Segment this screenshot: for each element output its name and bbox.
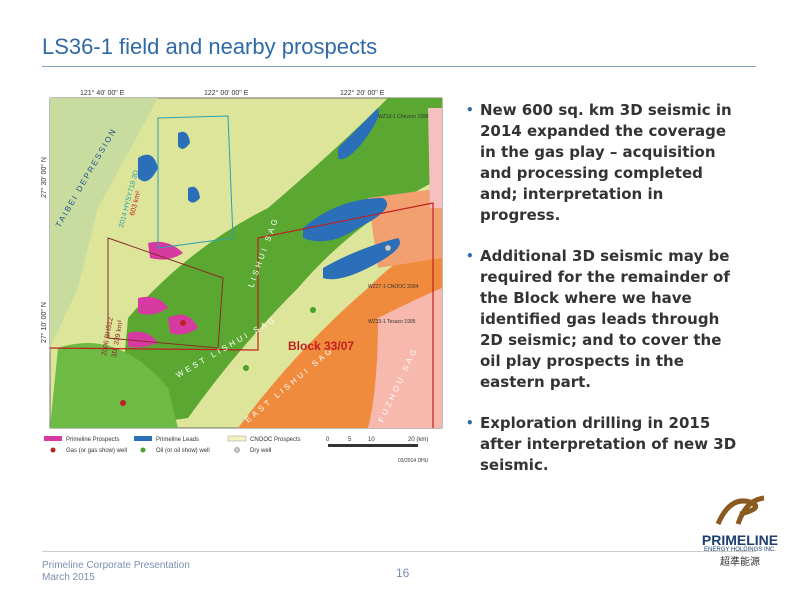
logo-name: PRIMELINE bbox=[701, 532, 779, 548]
scale-label: 5 bbox=[348, 437, 352, 443]
legend-label: Primeline Leads bbox=[156, 437, 199, 443]
longitude-label: 122° 20' 00" E bbox=[340, 89, 385, 97]
scale-label: 20 (km) bbox=[408, 437, 428, 443]
longitude-label: 122° 00' 00" E bbox=[204, 89, 249, 97]
footer-date: March 2015 bbox=[42, 572, 95, 583]
well-label: WZ13-1 Chevron 1995 bbox=[378, 114, 429, 120]
bullet: Additional 3D seismic may be required fo… bbox=[466, 246, 738, 393]
title-rule bbox=[42, 66, 756, 67]
map-credit: 03/2014 DHU bbox=[398, 458, 429, 464]
legend: Primeline Prospects Primeline Leads CNOO… bbox=[44, 435, 429, 464]
logo-mark bbox=[715, 495, 765, 526]
page-number: 16 bbox=[396, 566, 410, 580]
bullet: New 600 sq. km 3D seismic in 2014 expand… bbox=[466, 100, 738, 226]
logo-subtitle: ENERGY HOLDINGS INC. bbox=[704, 547, 776, 553]
footer-rule bbox=[42, 551, 756, 552]
map-label: Block 33/07 bbox=[288, 339, 354, 353]
logo: PRIMELINE ENERGY HOLDINGS INC. 超準能源 bbox=[690, 494, 790, 568]
slide-title: LS36-1 field and nearby prospects bbox=[42, 34, 378, 59]
bullet: Exploration drilling in 2015 after inter… bbox=[466, 413, 738, 476]
bullet-list: New 600 sq. km 3D seismic in 2014 expand… bbox=[466, 100, 738, 496]
legend-label: Gas (or gas show) well bbox=[66, 448, 127, 454]
map-image bbox=[49, 97, 443, 429]
footer-company: Primeline Corporate Presentation bbox=[42, 560, 190, 571]
well-label: WZ27-1 CNOOC 2004 bbox=[368, 284, 419, 290]
map: 121° 40' 00" E 122° 00' 00" E 122° 20' 0… bbox=[40, 89, 443, 464]
longitude-label: 121° 40' 00" E bbox=[80, 89, 125, 97]
scale-label: 0 bbox=[326, 437, 330, 443]
legend-label: Oil (or oil show) well bbox=[156, 448, 210, 454]
legend-label: CNOOC Prospects bbox=[250, 437, 301, 443]
legend-label: Primeline Prospects bbox=[66, 437, 119, 443]
logo-chinese: 超準能源 bbox=[720, 557, 760, 568]
latitude-label: 27° 30' 00" N bbox=[40, 157, 48, 198]
well-label: WZ33-1 Texaco 1995 bbox=[368, 319, 416, 325]
scale-label: 10 bbox=[368, 437, 375, 443]
latitude-label: 27° 10' 00" N bbox=[40, 302, 48, 343]
legend-label: Dry well bbox=[250, 448, 271, 454]
